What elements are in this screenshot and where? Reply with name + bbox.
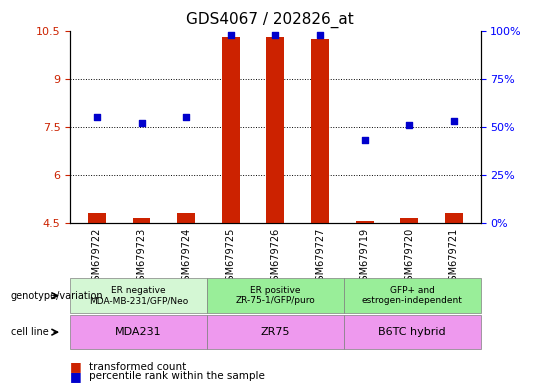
Text: ■: ■ bbox=[70, 370, 82, 383]
Point bbox=[449, 118, 458, 124]
Point bbox=[137, 120, 146, 126]
Point bbox=[360, 137, 369, 143]
Text: cell line: cell line bbox=[11, 327, 49, 337]
Bar bbox=[88, 213, 106, 223]
Text: genotype/variation: genotype/variation bbox=[11, 291, 104, 301]
Bar bbox=[311, 39, 329, 223]
Text: ER positive
ZR-75-1/GFP/puro: ER positive ZR-75-1/GFP/puro bbox=[235, 286, 315, 305]
Text: ZR75: ZR75 bbox=[261, 327, 290, 337]
Bar bbox=[133, 218, 151, 223]
Bar bbox=[356, 221, 374, 223]
Text: GDS4067 / 202826_at: GDS4067 / 202826_at bbox=[186, 12, 354, 28]
Point bbox=[226, 31, 235, 38]
Bar bbox=[400, 218, 418, 223]
Bar bbox=[222, 37, 240, 223]
Text: GFP+ and
estrogen-independent: GFP+ and estrogen-independent bbox=[362, 286, 463, 305]
Point bbox=[182, 114, 191, 120]
Text: transformed count: transformed count bbox=[89, 362, 186, 372]
Text: ■: ■ bbox=[70, 360, 82, 373]
Bar bbox=[445, 213, 463, 223]
Point bbox=[405, 122, 414, 128]
Text: MDA231: MDA231 bbox=[115, 327, 162, 337]
Point bbox=[316, 31, 325, 38]
Point bbox=[93, 114, 102, 120]
Text: percentile rank within the sample: percentile rank within the sample bbox=[89, 371, 265, 381]
Text: ER negative
MDA-MB-231/GFP/Neo: ER negative MDA-MB-231/GFP/Neo bbox=[89, 286, 188, 305]
Text: B6TC hybrid: B6TC hybrid bbox=[379, 327, 446, 337]
Point bbox=[271, 31, 280, 38]
Bar bbox=[177, 213, 195, 223]
Bar bbox=[266, 37, 285, 223]
